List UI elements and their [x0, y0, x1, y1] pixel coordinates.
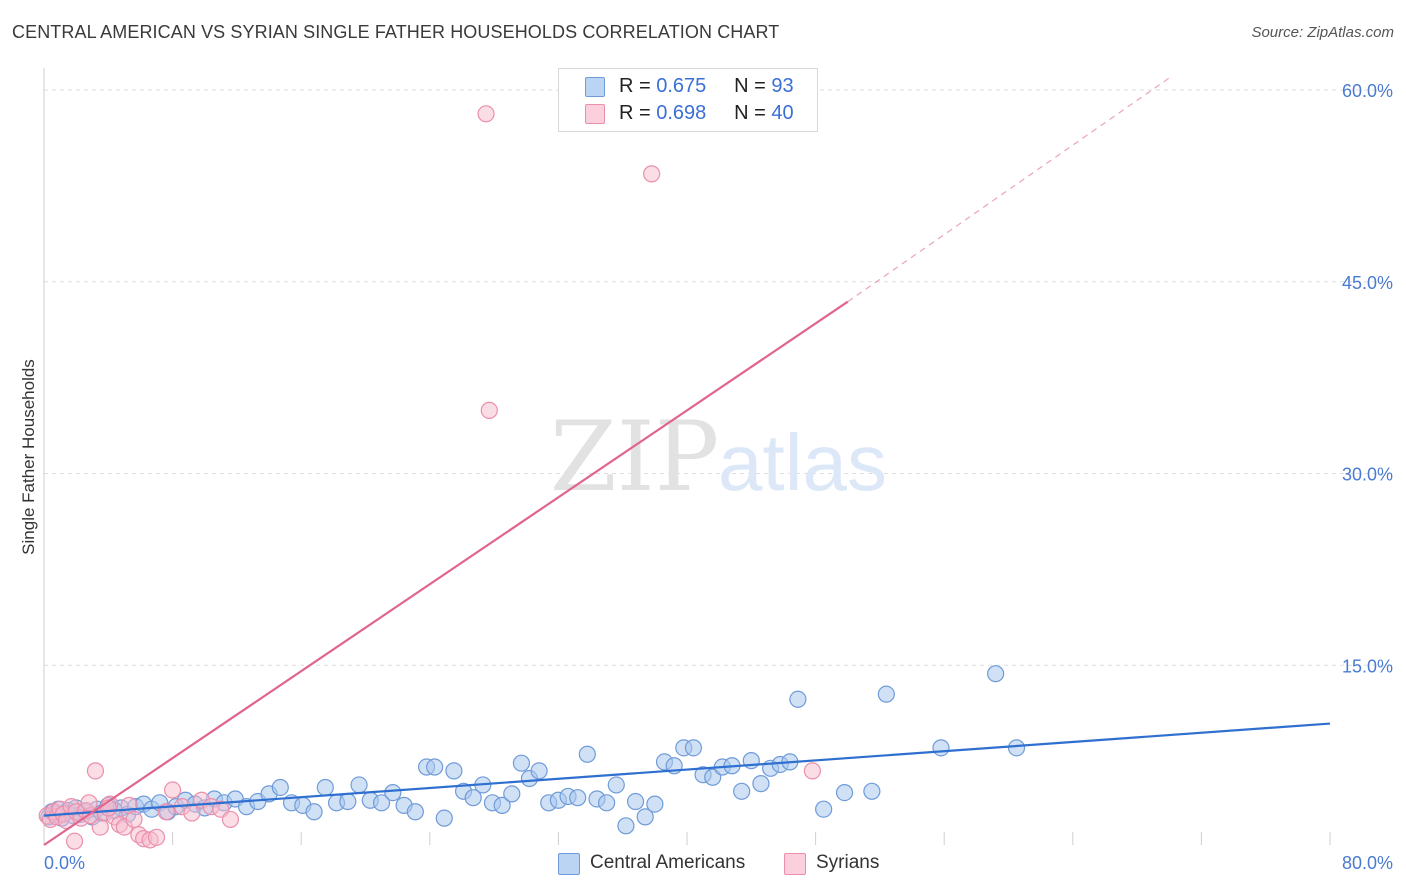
- syrian-point: [477, 105, 495, 123]
- central-american-point: [493, 796, 511, 814]
- syrian-point: [147, 828, 166, 846]
- central-american-point: [435, 809, 453, 827]
- legend-n-label: N =: [734, 75, 766, 97]
- legend-n-label: N =: [734, 102, 766, 124]
- chart-title: CENTRAL AMERICAN VS SYRIAN SINGLE FATHER…: [12, 22, 780, 42]
- central-american-point: [406, 803, 424, 821]
- central-american-point: [646, 795, 664, 813]
- central-american-point: [305, 803, 323, 821]
- watermark-atlas: atlas: [718, 418, 887, 507]
- watermark-zip: ZIP: [550, 401, 719, 513]
- legend-swatch-syrian: [585, 104, 605, 124]
- central-american-point: [512, 754, 531, 772]
- central-american-point: [339, 792, 357, 811]
- source-label: Source: ZipAtlas.com: [1251, 24, 1394, 41]
- central-american-point: [1007, 739, 1026, 757]
- y-tick-label: 45.0%: [1342, 273, 1393, 293]
- syrian-point: [80, 794, 98, 812]
- legend-r-value-central: 0.675: [656, 75, 707, 97]
- syrian-trend-extension: [847, 77, 1170, 303]
- central-american-point: [372, 794, 391, 812]
- syrian-point: [803, 762, 821, 780]
- legend-n-value-syrian: 40: [771, 102, 794, 124]
- x-tick-label-max: 80.0%: [1342, 853, 1393, 873]
- central-american-point: [530, 762, 548, 780]
- central-american-point: [426, 758, 444, 776]
- legend-r-label: R =: [619, 102, 651, 124]
- legend-r-value-syrian: 0.698: [656, 102, 707, 124]
- y-tick-label: 60.0%: [1342, 81, 1393, 101]
- x-tick-label-min: 0.0%: [44, 853, 85, 873]
- axes: [43, 68, 1331, 845]
- legend-n-value-central: 93: [771, 75, 794, 97]
- central-american-trend-line: [43, 722, 1331, 817]
- central-american-point: [789, 690, 807, 708]
- central-american-point: [503, 785, 521, 803]
- tick-labels: 15.0% 30.0% 45.0% 60.0% 0.0% 80.0%: [44, 81, 1393, 873]
- central-american-point: [617, 817, 635, 835]
- central-american-point: [932, 739, 950, 757]
- central-american-point: [684, 739, 703, 757]
- central-american-point: [569, 789, 587, 807]
- central-american-point: [752, 775, 770, 793]
- watermark: ZIP atlas: [550, 401, 887, 513]
- y-tick-label: 15.0%: [1342, 656, 1393, 676]
- central-american-point: [350, 776, 368, 794]
- bottom-legend-swatch-syrian: [784, 853, 806, 875]
- central-american-point: [607, 776, 625, 794]
- central-american-point: [815, 800, 833, 818]
- central-american-point: [445, 762, 463, 780]
- syrian-point: [86, 762, 105, 780]
- central-american-point: [578, 745, 596, 763]
- syrian-trend-line: [43, 300, 849, 846]
- stats-legend: R = 0.675 N = 93 R = 0.698 N = 40: [558, 68, 818, 132]
- central-american-point: [636, 808, 654, 826]
- central-american-point: [598, 794, 616, 812]
- syrian-point: [643, 165, 661, 183]
- syrian-point: [164, 781, 182, 799]
- syrian-point: [65, 832, 84, 850]
- bottom-legend-label-central: Central Americans: [590, 852, 746, 873]
- central-american-point: [464, 789, 482, 807]
- central-american-point: [987, 665, 1005, 683]
- syrian-point: [221, 810, 240, 829]
- central-american-point: [835, 783, 854, 802]
- y-tick-label: 30.0%: [1342, 465, 1393, 485]
- syrian-point: [125, 810, 143, 829]
- central-american-point: [384, 783, 402, 802]
- syrian-point: [480, 401, 498, 419]
- legend-r-label: R =: [619, 75, 651, 97]
- central-american-point: [271, 778, 289, 797]
- central-american-point: [316, 778, 334, 797]
- legend-swatch-central: [585, 77, 605, 97]
- bottom-legend-swatch-central: [558, 853, 580, 875]
- trend-lines: [43, 77, 1331, 846]
- bottom-legend-label-syrian: Syrians: [816, 852, 880, 873]
- grid-lines: [44, 89, 1392, 666]
- y-axis-title: Single Father Households: [19, 359, 38, 555]
- central-american-point: [863, 782, 881, 800]
- central-american-point: [877, 685, 895, 703]
- central-american-point: [626, 792, 645, 811]
- central-american-point: [733, 782, 751, 800]
